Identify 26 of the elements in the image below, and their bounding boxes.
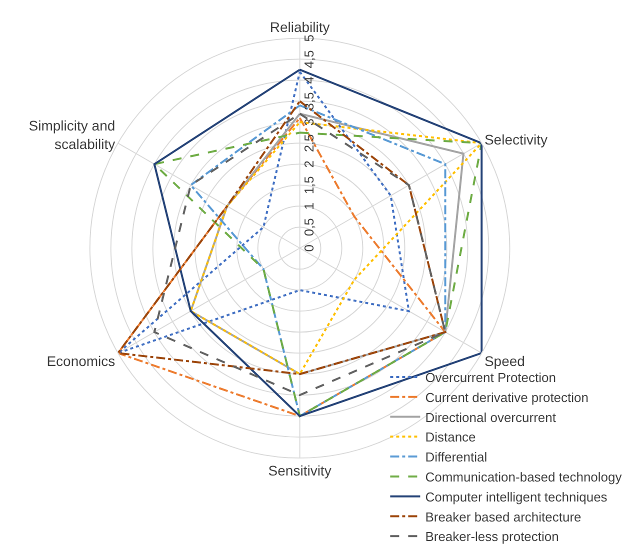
y-tick-label: 1 — [301, 202, 316, 210]
legend-label: Differential — [425, 450, 488, 465]
legend-label: Current derivative protection — [425, 390, 589, 405]
legend-label: Computer intelligent techniques — [425, 489, 608, 504]
legend-label: Directional overcurrent — [425, 410, 556, 425]
legend-label: Communication-based technology — [425, 470, 622, 485]
y-tick-label: 5 — [301, 34, 316, 42]
spoke-label: Simplicity and scalability — [28, 118, 116, 152]
legend-label: Breaker-less protection — [425, 529, 559, 544]
spoke-label: Reliability — [270, 19, 330, 36]
spoke-label: Sensitivity — [268, 462, 332, 478]
y-tick-label: 4 — [301, 76, 316, 84]
y-tick-label: 4,5 — [301, 50, 316, 68]
y-tick-label: 3,5 — [301, 92, 316, 110]
y-tick-label: 2,5 — [301, 134, 316, 152]
legend-label: Breaker based architecture — [425, 509, 582, 524]
legend-label: Distance — [425, 430, 476, 445]
legend-label: Overcurrent Protection — [425, 370, 556, 386]
y-tick-label: 0,5 — [301, 218, 316, 236]
spoke-label: Speed — [484, 352, 525, 369]
spoke-label: Economics — [46, 352, 116, 369]
y-tick-label: 2 — [301, 160, 316, 168]
y-tick-label: 3 — [301, 118, 316, 126]
y-tick-label: 1,5 — [301, 176, 316, 194]
y-tick-label: 0 — [301, 244, 316, 252]
spoke-label: Selectivity — [484, 131, 548, 148]
